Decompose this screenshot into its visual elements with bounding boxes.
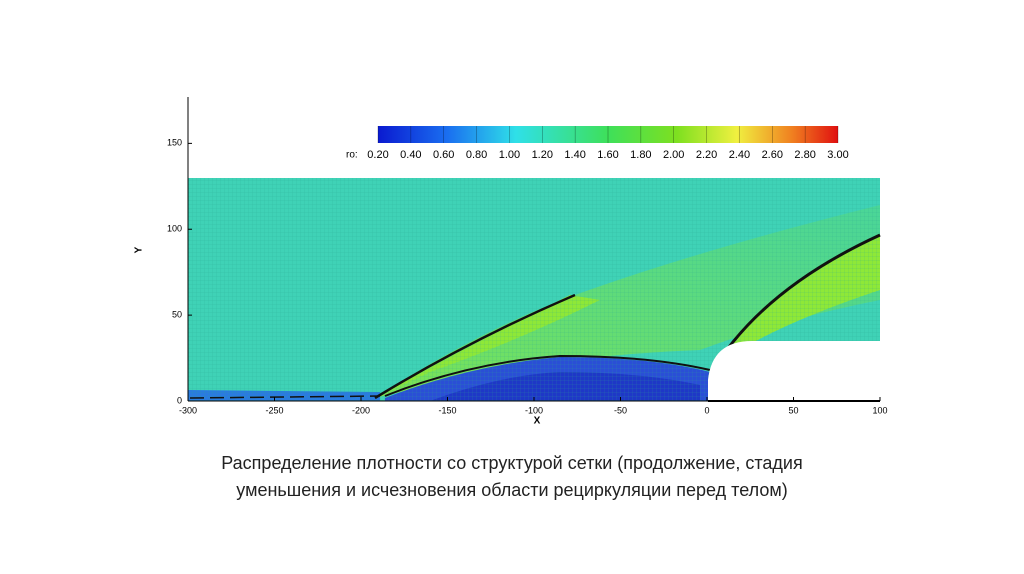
colorbar-tick-label: 0.60 bbox=[433, 149, 454, 161]
x-tick-label: 50 bbox=[788, 405, 798, 415]
colorbar-tick-label: 1.20 bbox=[532, 149, 553, 161]
y-tick-label: 100 bbox=[167, 224, 182, 234]
y-tick-label: 50 bbox=[172, 309, 182, 319]
colorbar-tick-label: 0.40 bbox=[400, 149, 421, 161]
y-tick-label: 0 bbox=[177, 395, 182, 405]
x-tick-label: -150 bbox=[438, 405, 456, 415]
colorbar-label: ro: bbox=[346, 150, 358, 161]
chart: ro: X Y -300 -250 -200 -150 -100 -50 0 50 100 0 50… bbox=[134, 97, 888, 427]
colorbar-tick-label: 2.80 bbox=[794, 149, 815, 161]
x-tick-label: -50 bbox=[614, 405, 627, 415]
colorbar-tick-label: 0.20 bbox=[367, 149, 388, 161]
colorbar-tick-label: 2.20 bbox=[696, 149, 717, 161]
x-axis-label: X bbox=[534, 416, 541, 427]
caption-line: уменьшения и исчезновения области рецирк… bbox=[236, 480, 788, 500]
x-tick-label: 0 bbox=[704, 405, 709, 415]
colorbar-tick-label: 1.60 bbox=[597, 149, 618, 161]
x-tick-label: -250 bbox=[265, 405, 283, 415]
colorbar-tick-label: 2.40 bbox=[729, 149, 750, 161]
x-tick-label: -300 bbox=[179, 405, 197, 415]
density-field bbox=[188, 178, 882, 402]
colorbar-tick-label: 1.80 bbox=[630, 149, 651, 161]
y-axis-label: Y bbox=[134, 246, 145, 253]
caption-line: Распределение плотности со структурой се… bbox=[221, 453, 803, 473]
colorbar-tick-label: 0.80 bbox=[466, 149, 487, 161]
x-tick-label: -100 bbox=[525, 405, 543, 415]
colorbar-tick-label: 3.00 bbox=[827, 149, 848, 161]
x-tick-label: 100 bbox=[872, 405, 887, 415]
x-tick-label: -200 bbox=[352, 405, 370, 415]
y-tick-label: 150 bbox=[167, 138, 182, 148]
colorbar-tick-label: 1.00 bbox=[499, 149, 520, 161]
colorbar-tick-label: 1.40 bbox=[564, 149, 585, 161]
colorbar-tick-label: 2.00 bbox=[663, 149, 684, 161]
caption: Распределение плотности со структурой се… bbox=[0, 450, 1024, 504]
colorbar-tick-label: 2.60 bbox=[762, 149, 783, 161]
